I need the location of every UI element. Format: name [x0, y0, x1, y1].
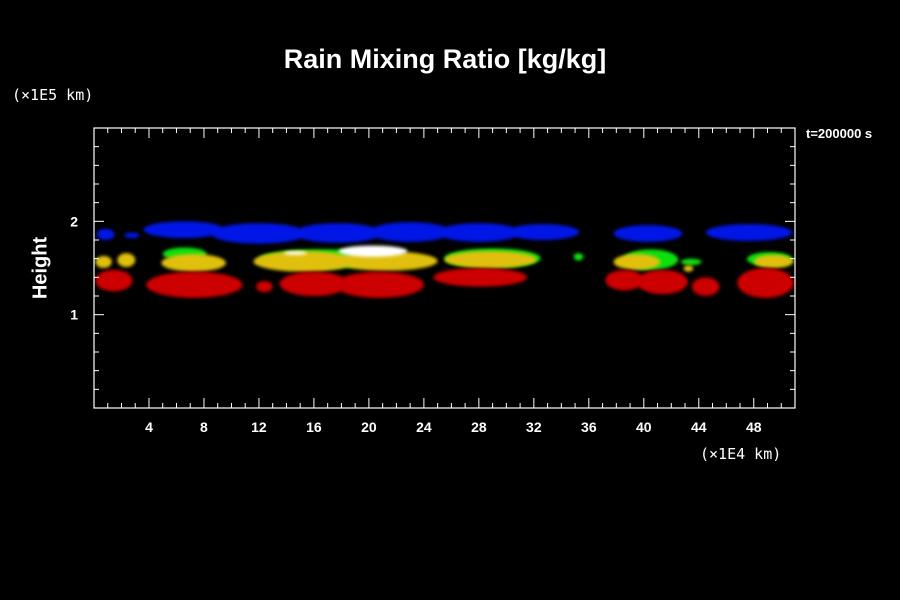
plot-frame	[93, 127, 796, 409]
white-core-region	[283, 245, 408, 257]
blue-blob	[96, 228, 115, 240]
red-blob	[605, 269, 644, 291]
red-blob	[636, 269, 688, 295]
blue-layer-region	[96, 221, 793, 244]
yellow-blob	[95, 255, 112, 268]
blue-blob	[293, 223, 383, 243]
blue-blob	[705, 224, 793, 241]
green-blob	[573, 253, 584, 261]
blue-blob	[506, 224, 580, 240]
rain-field	[95, 221, 794, 298]
x-tick-label: 44	[691, 419, 707, 435]
red-blob	[737, 268, 794, 298]
red-blob	[256, 281, 273, 293]
x-tick-label: 8	[200, 419, 208, 435]
white-blob	[338, 245, 408, 257]
blue-blob	[613, 225, 683, 242]
yellow-blob	[753, 254, 794, 268]
y-axis-unit: (×1E5 km)	[12, 86, 94, 104]
yellow-blob	[683, 265, 694, 272]
blue-blob	[143, 221, 225, 239]
chart-title: Rain Mixing Ratio [kg/kg]	[283, 44, 607, 74]
yellow-blob	[444, 251, 537, 268]
green-blob	[680, 258, 702, 266]
yellow-blob	[253, 251, 356, 272]
x-axis-unit: (×1E4 km)	[700, 445, 782, 463]
x-tick-label: 28	[471, 419, 487, 435]
blue-blob	[124, 232, 140, 239]
red-base-region	[95, 268, 794, 298]
yellow-blob	[117, 253, 136, 268]
white-blob	[283, 251, 308, 255]
y-tick-label: 1	[70, 307, 78, 323]
x-tick-label: 24	[416, 419, 432, 435]
x-tick-label: 48	[746, 419, 762, 435]
red-blob	[95, 269, 133, 292]
red-blob	[146, 271, 243, 298]
yellow-blob	[161, 254, 226, 272]
blue-blob	[210, 223, 308, 244]
x-tick-label: 4	[145, 419, 153, 435]
x-tick-label: 36	[581, 419, 597, 435]
red-blob	[334, 271, 424, 298]
x-tick-label: 12	[251, 419, 267, 435]
red-blob	[691, 277, 720, 296]
red-blob	[433, 268, 527, 287]
y-tick-label: 2	[70, 213, 78, 229]
red-blob	[279, 271, 349, 296]
x-tick-label: 32	[526, 419, 542, 435]
x-tick-label: 16	[306, 419, 322, 435]
x-tick-label: 20	[361, 419, 377, 435]
time-annotation: t=200000 s	[806, 126, 873, 141]
x-tick-label: 40	[636, 419, 652, 435]
yellow-blob	[613, 253, 661, 270]
blue-blob	[368, 222, 452, 242]
blue-blob	[437, 223, 521, 242]
